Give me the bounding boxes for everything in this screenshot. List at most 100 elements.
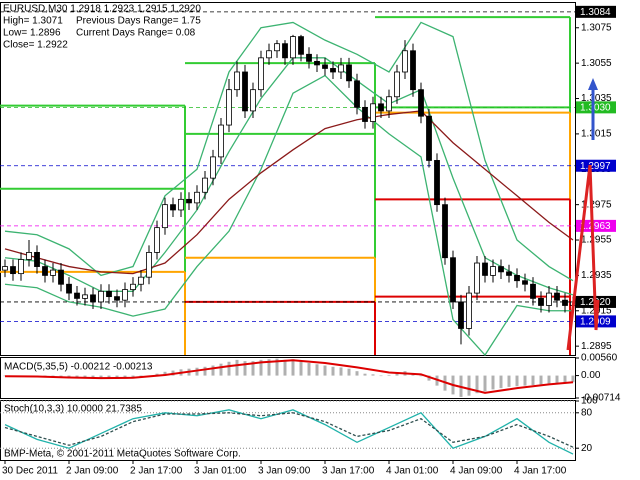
x-tick-label: 3 Jan 09:00 xyxy=(258,466,311,477)
candle-body xyxy=(2,266,8,271)
candle-body xyxy=(402,50,408,73)
candle-body xyxy=(274,43,280,52)
candle-body xyxy=(258,57,264,91)
candle-body xyxy=(162,204,168,229)
y-tick-label: 1.2955 xyxy=(581,235,612,246)
candle-body xyxy=(386,96,392,112)
info: Previous Days Range= 1.75 xyxy=(76,16,201,27)
candle-body xyxy=(178,198,184,211)
histogram-bar xyxy=(155,373,159,376)
histogram-bar xyxy=(499,375,503,389)
candle-body xyxy=(466,292,472,329)
candle-body xyxy=(562,299,568,306)
candle-body xyxy=(298,36,304,55)
y-tick-label: 1.3055 xyxy=(581,58,612,69)
histogram-bar xyxy=(251,361,255,376)
histogram-bar xyxy=(219,363,223,376)
x-tick-label: 2 Jan 09:00 xyxy=(66,466,119,477)
candle-body xyxy=(106,290,112,298)
histogram-bar xyxy=(395,373,399,376)
candle-body xyxy=(554,292,560,301)
candle-body xyxy=(378,103,384,112)
candle-body xyxy=(26,252,32,260)
candle-body xyxy=(450,257,456,303)
histogram-bar xyxy=(491,375,495,390)
candle-body xyxy=(474,262,480,294)
histogram-bar xyxy=(347,368,351,376)
histogram-bar xyxy=(523,375,527,386)
candle-body xyxy=(194,191,200,204)
x-tick-label: 4 Jan 01:00 xyxy=(386,466,439,477)
x-tick-label: 30 Dec 2011 xyxy=(2,466,58,477)
zigzag-arrow xyxy=(566,164,600,351)
histogram-bar xyxy=(259,359,263,376)
candle-body xyxy=(522,280,528,285)
histogram-bar xyxy=(379,375,383,377)
histogram-bar xyxy=(211,365,215,376)
info: Low= 1.2896 xyxy=(3,28,61,39)
y-tick-label: 1.2895 xyxy=(581,341,612,352)
histogram-bar xyxy=(275,358,279,376)
y-tick-label: 1.2975 xyxy=(581,199,612,210)
histogram-bar xyxy=(283,359,287,376)
candle-body xyxy=(250,89,256,112)
histogram-bar xyxy=(227,361,231,376)
candle-body xyxy=(370,103,376,122)
info: Close= 1.2922 xyxy=(3,40,68,51)
histogram-bar xyxy=(163,371,167,376)
price-box xyxy=(576,219,616,232)
candle-body xyxy=(66,283,72,294)
candle-body xyxy=(458,301,464,329)
candle-body xyxy=(394,71,400,98)
candle-body xyxy=(138,276,144,285)
y-tick-label: 0.00560 xyxy=(581,353,618,364)
candle-body xyxy=(490,266,496,276)
candle-body xyxy=(330,68,336,73)
histogram-bar xyxy=(323,365,327,376)
candle-body xyxy=(338,64,344,73)
candle-body xyxy=(506,271,512,276)
candle-body xyxy=(410,50,416,91)
candle-body xyxy=(218,124,224,158)
candle-body xyxy=(354,80,360,108)
y-tick-label: 1.2935 xyxy=(581,270,612,281)
histogram-bar xyxy=(507,375,511,387)
histogram-bar xyxy=(363,373,367,376)
histogram-bar xyxy=(291,359,295,376)
up-arrow-head xyxy=(588,78,598,90)
candle-body xyxy=(186,198,192,204)
y-tick-label: 1.3035 xyxy=(581,93,612,104)
histogram-bar xyxy=(107,375,111,379)
info: Current Days Range= 0.08 xyxy=(76,28,196,39)
candle-body xyxy=(498,266,504,273)
plot-layer: 1.30751.30551.30351.30151.29951.29751.29… xyxy=(0,5,621,477)
x-tick-label: 4 Jan 09:00 xyxy=(450,466,503,477)
price-panel xyxy=(0,2,576,356)
price-box xyxy=(576,159,616,172)
histogram-bar xyxy=(483,375,487,392)
histogram-bar xyxy=(299,361,303,376)
histogram-bar xyxy=(195,367,199,376)
histogram-bar xyxy=(531,375,535,386)
price-box-label: 1.2997 xyxy=(580,161,611,172)
stoch-line xyxy=(4,409,574,455)
candle-body xyxy=(42,266,48,276)
y-tick-label: -0.00714 xyxy=(581,393,621,404)
histogram-bar xyxy=(547,375,551,384)
candle-body xyxy=(210,156,216,179)
y-tick-label: 100 xyxy=(581,396,598,407)
histogram-bar xyxy=(355,371,359,376)
candle-body xyxy=(482,262,488,276)
histogram-bar xyxy=(475,375,479,394)
candle-body xyxy=(546,292,552,306)
macd-panel xyxy=(0,357,576,399)
y-tick-label: 20 xyxy=(581,443,593,454)
x-tick-label: 3 Jan 01:00 xyxy=(194,466,247,477)
candle-body xyxy=(530,283,536,299)
candle-body xyxy=(346,64,352,82)
histogram-bar xyxy=(267,359,271,376)
candle-body xyxy=(306,53,312,62)
histogram-bar xyxy=(315,364,319,376)
histogram-bar xyxy=(99,375,103,379)
